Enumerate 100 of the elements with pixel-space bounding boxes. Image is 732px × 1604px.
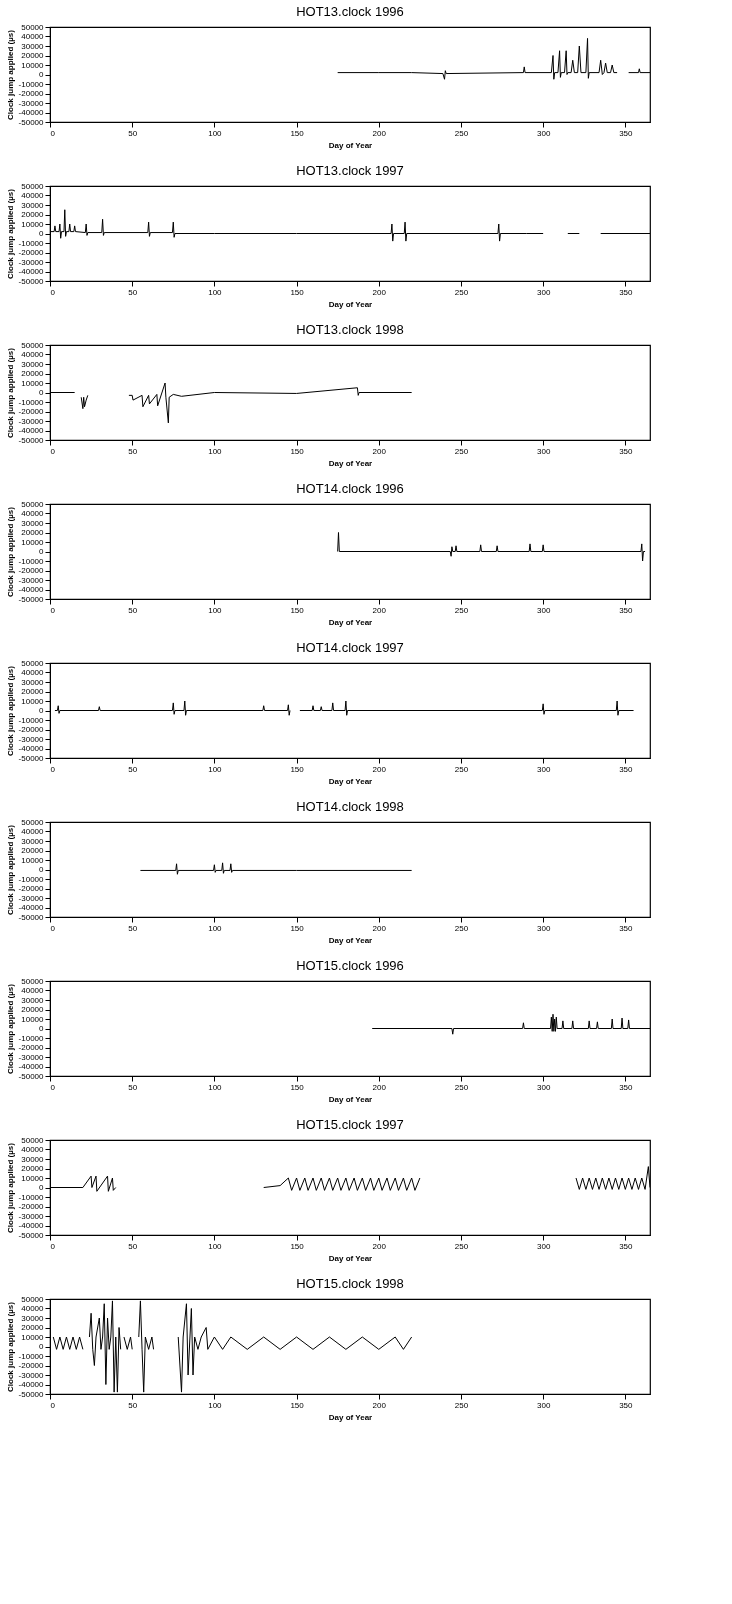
x-tick-label: 0 [50,287,56,297]
y-tick-label: 0 [39,70,45,79]
y-axis-title: Clock jump applied (µs) [5,188,15,279]
x-tick-label: 150 [290,446,305,456]
y-tick-label: 20000 [21,1005,45,1014]
y-tick-label: 10000 [21,1014,45,1024]
chart-title: HOT15.clock 1997 [296,1117,404,1132]
x-axis-title: Day of Year [328,1412,373,1422]
x-tick-label: 50 [128,923,138,933]
chart-title: HOT14.clock 1996 [296,481,404,496]
x-tick-label: 150 [290,1400,305,1410]
y-tick-label: 50000 [21,499,45,509]
x-tick-label: 0 [50,923,56,933]
y-tick-label: -30000 [18,1211,45,1221]
x-tick-label: 200 [372,923,387,933]
y-tick-label: 40000 [21,1145,45,1154]
x-axis-title: Day of Year [328,776,373,786]
y-tick-label: 10000 [21,696,45,706]
x-tick-label: 200 [372,128,387,138]
x-tick-label: 150 [290,1241,305,1251]
y-tick-label: 50000 [21,22,45,32]
y-tick-label: 10000 [21,1332,45,1342]
y-tick-label: -40000 [18,903,45,912]
y-tick-label: 40000 [21,509,45,518]
chart-title: HOT14.clock 1997 [296,640,404,655]
x-tick-label: 350 [619,287,634,297]
y-tick-label: -20000 [18,248,45,257]
x-tick-label: 150 [290,287,305,297]
x-tick-label: 250 [454,446,469,456]
y-tick-label: 10000 [21,1173,45,1183]
y-tick-label: 20000 [21,846,45,855]
y-tick-label: 40000 [21,668,45,677]
y-tick-label: -10000 [18,79,45,89]
x-tick-label: 100 [208,1400,223,1410]
y-tick-label: -40000 [18,426,45,435]
y-tick-label: -50000 [18,594,45,604]
y-axis-title: Clock jump applied (µs) [5,983,15,1074]
y-axis-title: Clock jump applied (µs) [5,824,15,915]
x-tick-label: 200 [372,1400,387,1410]
y-axis-title: Clock jump applied (µs) [5,1142,15,1233]
chart-title: HOT13.clock 1997 [296,163,404,178]
y-tick-label: -10000 [18,1192,45,1202]
x-tick-label: 200 [372,764,387,774]
y-tick-label: 40000 [21,827,45,836]
x-tick-label: 200 [372,446,387,456]
x-tick-label: 50 [128,287,138,297]
y-tick-label: -10000 [18,1351,45,1361]
y-tick-label: -30000 [18,734,45,744]
x-tick-label: 150 [290,923,305,933]
y-tick-label: 30000 [21,677,45,687]
y-tick-label: 40000 [21,191,45,200]
y-tick-label: 30000 [21,518,45,528]
y-axis-title: Clock jump applied (µs) [5,1301,15,1392]
x-axis-title: Day of Year [328,1253,373,1263]
y-tick-label: 30000 [21,41,45,51]
y-tick-label: 0 [39,865,45,874]
y-tick-label: -20000 [18,725,45,734]
y-tick-label: 30000 [21,1154,45,1164]
x-tick-label: 50 [128,446,138,456]
y-tick-label: 20000 [21,1164,45,1173]
x-tick-label: 100 [208,605,223,615]
y-tick-label: -10000 [18,715,45,725]
x-tick-label: 150 [290,764,305,774]
x-tick-label: 0 [50,1400,56,1410]
x-tick-label: 350 [619,764,634,774]
x-tick-label: 50 [128,605,138,615]
x-tick-label: 350 [619,1400,634,1410]
y-tick-label: -20000 [18,1043,45,1052]
chart-title: HOT13.clock 1996 [296,4,404,19]
y-axis-title: Clock jump applied (µs) [5,347,15,438]
y-tick-label: -30000 [18,1052,45,1062]
x-tick-label: 350 [619,605,634,615]
x-tick-label: 350 [619,128,634,138]
x-tick-label: 250 [454,128,469,138]
y-tick-label: 0 [39,1342,45,1351]
y-tick-label: 0 [39,1024,45,1033]
x-tick-label: 100 [208,923,223,933]
y-tick-label: 50000 [21,817,45,827]
y-tick-label: 30000 [21,200,45,210]
x-tick-label: 300 [536,1082,551,1092]
chart-title: HOT15.clock 1996 [296,958,404,973]
y-tick-label: -40000 [18,108,45,117]
y-tick-label: 50000 [21,1294,45,1304]
y-tick-label: -10000 [18,556,45,566]
x-tick-label: 100 [208,1241,223,1251]
y-tick-label: -50000 [18,1071,45,1081]
y-tick-label: -20000 [18,1361,45,1370]
y-tick-label: -50000 [18,1389,45,1399]
x-tick-label: 250 [454,1082,469,1092]
y-tick-label: -30000 [18,893,45,903]
x-axis-title: Day of Year [328,617,373,627]
y-tick-label: -20000 [18,407,45,416]
y-tick-label: 0 [39,706,45,715]
y-tick-label: 20000 [21,687,45,696]
x-tick-label: 250 [454,923,469,933]
y-tick-label: -50000 [18,117,45,127]
x-tick-label: 0 [50,446,56,456]
y-tick-label: -10000 [18,1033,45,1043]
y-tick-label: -40000 [18,1221,45,1230]
x-tick-label: 0 [50,128,56,138]
